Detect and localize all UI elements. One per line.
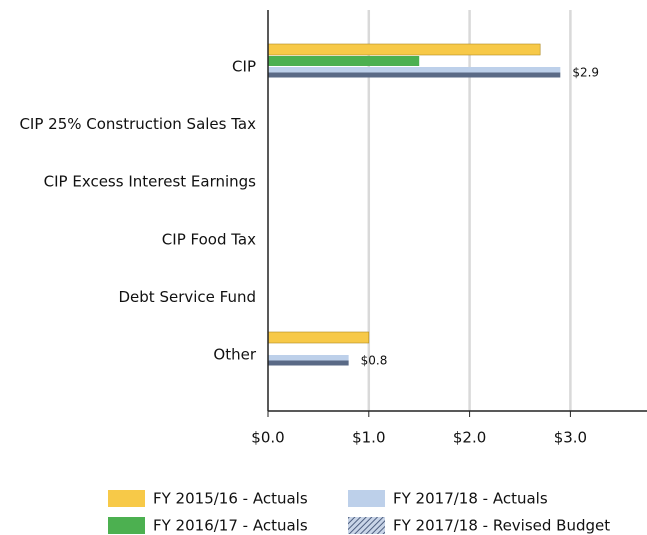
legend-label: FY 2015/16 - Actuals: [153, 490, 308, 508]
y-tick-label: Other: [213, 346, 256, 364]
bar: [268, 72, 561, 78]
x-tick-label: $2.0: [453, 429, 486, 447]
bar: [268, 67, 561, 73]
y-tick-label: CIP 25% Construction Sales Tax: [19, 115, 256, 133]
x-tick-label: $0.0: [251, 429, 284, 447]
bar: [268, 56, 420, 66]
legend-label: FY 2016/17 - Actuals: [153, 517, 308, 535]
legend-swatch: [108, 490, 145, 507]
y-tick-label: CIP Excess Interest Earnings: [44, 173, 257, 191]
legend-swatch: [348, 517, 385, 534]
x-tick-label: $3.0: [554, 429, 587, 447]
y-tick-label: Debt Service Fund: [119, 288, 257, 306]
y-tick-label: CIP: [232, 58, 256, 76]
bar: [267, 331, 370, 344]
legend-swatch: [348, 490, 385, 507]
data-label: $2.9: [572, 66, 599, 80]
bar: [268, 355, 349, 361]
x-tick-label: $1.0: [352, 429, 385, 447]
bar: [267, 43, 541, 56]
y-tick-label: CIP Food Tax: [162, 230, 256, 248]
legend-swatch: [108, 517, 145, 534]
legend-label: FY 2017/18 - Actuals: [393, 490, 548, 508]
bar: [268, 360, 349, 366]
legend-label: FY 2017/18 - Revised Budget: [393, 517, 610, 535]
data-label: $0.8: [361, 354, 388, 368]
